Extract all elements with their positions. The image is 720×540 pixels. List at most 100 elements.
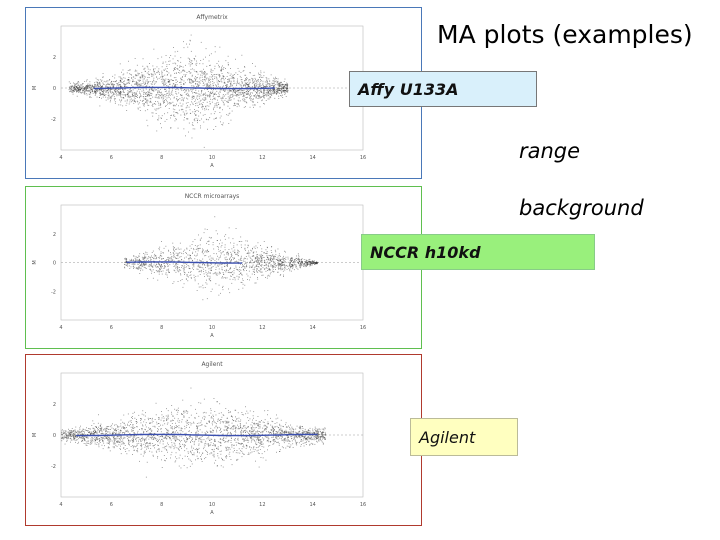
data-point <box>107 97 109 99</box>
data-point <box>199 274 201 275</box>
data-point <box>204 264 205 265</box>
data-point <box>102 86 103 87</box>
data-point <box>210 237 212 238</box>
y-axis-label: M <box>32 260 38 264</box>
data-point <box>109 90 111 92</box>
data-point <box>191 101 192 103</box>
data-point <box>148 74 150 75</box>
data-point <box>216 274 218 276</box>
data-point <box>227 441 229 443</box>
data-point <box>227 422 229 424</box>
data-point <box>264 86 266 87</box>
data-point <box>218 264 220 266</box>
data-point <box>61 434 63 436</box>
data-point <box>204 79 205 81</box>
data-point <box>69 86 71 87</box>
data-point <box>168 258 170 259</box>
data-point <box>157 91 159 93</box>
data-point <box>183 444 185 445</box>
data-point <box>116 425 118 427</box>
data-point <box>184 117 185 118</box>
data-point <box>205 412 207 414</box>
data-point <box>231 76 233 78</box>
data-point <box>110 439 112 441</box>
data-point <box>208 256 210 258</box>
data-point <box>225 84 226 86</box>
data-point <box>173 68 175 70</box>
data-point <box>180 105 182 107</box>
data-point <box>77 434 79 435</box>
data-point <box>181 105 183 107</box>
data-point <box>312 261 314 262</box>
data-point <box>175 105 177 107</box>
data-point <box>175 267 176 269</box>
data-point <box>220 79 222 81</box>
data-point <box>96 437 97 438</box>
data-point <box>76 91 77 92</box>
data-point <box>183 89 184 91</box>
data-point <box>94 92 96 94</box>
data-point <box>239 421 241 422</box>
data-point <box>134 100 136 102</box>
data-point <box>197 449 199 450</box>
data-point <box>279 264 281 266</box>
data-point <box>208 271 209 273</box>
data-point <box>170 115 172 116</box>
data-point <box>163 94 165 96</box>
data-point <box>174 51 176 53</box>
data-point <box>231 259 232 260</box>
data-point <box>257 261 259 263</box>
data-point <box>103 442 105 444</box>
data-point <box>166 95 168 97</box>
data-point <box>226 455 227 456</box>
data-point <box>209 54 210 56</box>
data-point <box>292 262 293 264</box>
data-point <box>94 84 96 85</box>
data-point <box>198 438 200 440</box>
data-point <box>139 253 141 255</box>
data-point <box>211 99 213 101</box>
data-point <box>253 84 255 86</box>
data-point <box>200 95 202 97</box>
data-point <box>248 452 250 454</box>
data-point <box>212 244 214 246</box>
data-point <box>119 441 121 443</box>
data-point <box>205 74 207 76</box>
data-point <box>223 82 225 84</box>
data-point <box>274 91 275 93</box>
data-point <box>277 267 279 269</box>
data-point <box>255 258 257 259</box>
data-point <box>180 88 182 90</box>
data-point <box>205 96 207 98</box>
data-point <box>232 91 234 93</box>
data-point <box>300 264 302 266</box>
data-point <box>255 260 257 261</box>
data-point <box>183 47 185 49</box>
data-point <box>146 442 148 444</box>
data-point <box>249 79 251 81</box>
data-point <box>180 94 181 95</box>
data-point <box>323 431 324 433</box>
data-point <box>191 81 193 83</box>
data-point <box>188 267 190 269</box>
data-point <box>203 273 205 275</box>
data-point <box>254 104 256 105</box>
data-point <box>254 89 255 91</box>
data-point <box>109 438 111 440</box>
data-point <box>86 89 87 91</box>
data-point <box>291 265 293 267</box>
data-point <box>287 84 288 86</box>
data-point <box>239 89 241 91</box>
data-point <box>219 46 221 48</box>
y-tick-label: 0 <box>53 261 56 267</box>
data-point <box>153 258 155 260</box>
data-point <box>225 98 227 99</box>
data-point <box>260 86 262 88</box>
data-point <box>116 90 118 92</box>
data-point <box>245 79 247 81</box>
data-point <box>150 437 152 438</box>
data-point <box>243 98 245 100</box>
data-point <box>142 100 144 101</box>
data-point <box>210 98 211 100</box>
data-point <box>241 82 243 84</box>
